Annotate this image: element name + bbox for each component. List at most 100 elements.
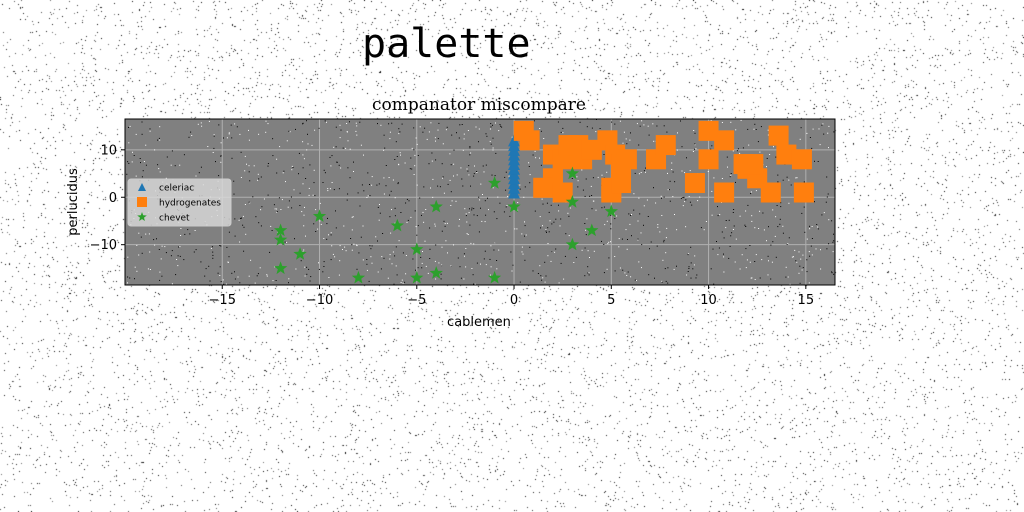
plot-speckle xyxy=(266,274,268,276)
plot-speckle xyxy=(692,268,694,270)
plot-speckle xyxy=(759,151,761,153)
plot-speckle xyxy=(519,184,521,186)
plot-speckle xyxy=(694,255,696,257)
plot-speckle xyxy=(831,220,833,222)
plot-speckle xyxy=(665,252,667,254)
plot-speckle xyxy=(508,175,510,177)
plot-speckle xyxy=(521,233,523,235)
plot-speckle xyxy=(629,139,631,141)
plot-speckle xyxy=(378,219,380,221)
plot-speckle xyxy=(220,161,222,163)
plot-speckle xyxy=(463,138,465,140)
plot-speckle xyxy=(584,223,586,224)
plot-speckle xyxy=(342,249,343,250)
plot-speckle xyxy=(239,282,241,284)
plot-speckle xyxy=(603,272,605,274)
plot-speckle xyxy=(269,251,271,253)
plot-speckle xyxy=(149,269,151,270)
plot-speckle xyxy=(707,171,709,172)
plot-speckle xyxy=(387,277,389,279)
plot-speckle xyxy=(306,266,308,268)
plot-speckle xyxy=(487,197,488,199)
plot-speckle xyxy=(170,164,172,166)
plot-speckle xyxy=(158,168,160,170)
plot-speckle xyxy=(643,170,645,172)
plot-speckle xyxy=(398,240,400,242)
plot-speckle xyxy=(517,202,519,203)
plot-speckle xyxy=(294,238,295,240)
plot-speckle xyxy=(820,268,822,270)
plot-speckle xyxy=(231,157,233,159)
chart-title: companator miscompare xyxy=(372,95,586,115)
hydrogenates-point xyxy=(776,144,797,165)
plot-speckle xyxy=(563,278,565,280)
plot-speckle xyxy=(472,274,474,276)
plot-speckle xyxy=(243,250,245,252)
plot-speckle xyxy=(725,220,727,221)
plot-speckle xyxy=(378,183,380,185)
plot-speckle xyxy=(740,119,742,121)
plot-speckle xyxy=(379,204,380,205)
plot-speckle xyxy=(194,230,196,231)
plot-speckle xyxy=(471,209,473,211)
plot-speckle xyxy=(811,226,813,227)
plot-speckle xyxy=(451,200,453,202)
plot-speckle xyxy=(417,225,419,227)
plot-speckle xyxy=(486,135,488,137)
plot-speckle xyxy=(490,266,492,268)
plot-speckle xyxy=(440,278,442,280)
legend-label: chevet xyxy=(159,214,190,224)
plot-speckle xyxy=(309,164,311,166)
plot-speckle xyxy=(170,255,172,257)
plot-speckle xyxy=(313,169,315,171)
plot-speckle xyxy=(431,160,433,162)
x-axis-label: cablemen xyxy=(447,315,511,330)
hydrogenates-point xyxy=(533,177,554,198)
plot-speckle xyxy=(260,225,262,227)
plot-speckle xyxy=(395,265,397,267)
plot-speckle xyxy=(280,209,282,210)
plot-speckle xyxy=(236,126,238,128)
plot-speckle xyxy=(314,195,316,197)
plot-speckle xyxy=(643,205,645,207)
plot-speckle xyxy=(444,225,446,227)
plot-speckle xyxy=(728,219,730,221)
plot-speckle xyxy=(723,271,725,273)
plot-speckle xyxy=(244,155,246,157)
plot-speckle xyxy=(161,275,163,277)
plot-speckle xyxy=(435,244,437,246)
plot-speckle xyxy=(798,272,800,274)
plot-speckle xyxy=(711,145,713,147)
plot-speckle xyxy=(729,176,731,178)
plot-speckle xyxy=(141,252,143,254)
plot-speckle xyxy=(741,254,743,256)
plot-speckle xyxy=(248,201,250,203)
plot-speckle xyxy=(460,277,462,279)
plot-speckle xyxy=(485,133,487,135)
plot-speckle xyxy=(326,238,328,240)
plot-speckle xyxy=(142,170,144,172)
plot-speckle xyxy=(333,146,335,148)
plot-speckle xyxy=(248,139,250,141)
plot-speckle xyxy=(335,227,337,229)
plot-speckle xyxy=(683,196,685,198)
plot-speckle xyxy=(416,234,418,236)
plot-speckle xyxy=(319,220,321,222)
plot-speckle xyxy=(145,164,147,166)
plot-speckle xyxy=(634,279,636,281)
plot-speckle xyxy=(581,249,583,251)
plot-speckle xyxy=(267,123,269,125)
plot-speckle xyxy=(485,264,487,266)
plot-speckle xyxy=(788,237,790,239)
plot-speckle xyxy=(516,228,518,230)
plot-speckle xyxy=(694,148,696,150)
plot-speckle xyxy=(549,220,551,222)
plot-speckle xyxy=(328,277,330,278)
plot-speckle xyxy=(165,177,167,179)
plot-speckle xyxy=(324,172,326,174)
plot-speckle xyxy=(153,239,155,241)
plot-speckle xyxy=(492,147,494,149)
plot-speckle xyxy=(721,231,723,233)
plot-speckle xyxy=(521,251,523,253)
plot-speckle xyxy=(228,132,230,134)
